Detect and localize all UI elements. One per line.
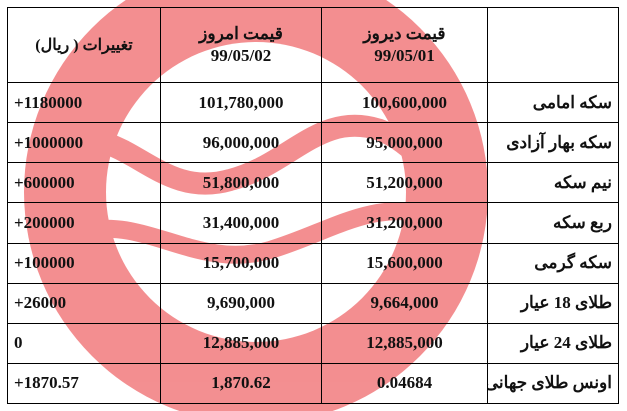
change-cell: +200000 [7,202,161,244]
table-row: +600000 51,800,000 51,200,000 نیم سکه [7,162,619,204]
name-cell: ربع سکه [487,202,619,244]
header-change: تغییرات ( ریال) [7,7,161,83]
yesterday-cell: 15,600,000 [321,242,488,284]
change-cell: +600000 [7,162,161,204]
table-row: +26000 9,690,000 9,664,000 طلای 18 عیار [7,282,619,324]
today-cell: 51,800,000 [160,162,322,204]
today-cell: 31,400,000 [160,202,322,244]
header-name [487,7,619,83]
change-cell: +1000000 [7,122,161,164]
today-cell: 12,885,000 [160,322,322,364]
table-row: +1000000 96,000,000 95,000,000 سکه بهار … [7,122,619,164]
gold-price-table: تغییرات ( ریال) قیمت امروز 99/05/02 قیمت… [7,7,619,405]
yesterday-cell: 9,664,000 [321,282,488,324]
yesterday-cell: 100,600,000 [321,81,488,124]
name-cell: سکه گرمی [487,242,619,284]
header-yesterday: قیمت دیروز 99/05/01 [321,7,488,83]
yesterday-cell: 51,200,000 [321,162,488,204]
today-cell: 15,700,000 [160,242,322,284]
name-cell: اونس طلای جهانی [487,362,619,405]
header-change-label: تغییرات ( ریال) [35,37,133,54]
yesterday-cell: 95,000,000 [321,122,488,164]
header-today: قیمت امروز 99/05/02 [160,7,322,83]
yesterday-cell: 0.04684 [321,362,488,405]
table-row: +100000 15,700,000 15,600,000 سکه گرمی [7,242,619,284]
today-cell: 1,870.62 [160,362,322,405]
table-header-row: تغییرات ( ریال) قیمت امروز 99/05/02 قیمت… [7,7,619,83]
change-cell: +1870.57 [7,362,161,405]
name-cell: سکه بهار آزادی [487,122,619,164]
header-yesterday-label: قیمت دیروز [363,24,446,43]
yesterday-cell: 12,885,000 [321,322,488,364]
yesterday-cell: 31,200,000 [321,202,488,244]
name-cell: نیم سکه [487,162,619,204]
table-row: +200000 31,400,000 31,200,000 ربع سکه [7,202,619,244]
today-cell: 9,690,000 [160,282,322,324]
header-today-date: 99/05/02 [210,46,272,65]
name-cell: طلای 18 عیار [487,282,619,324]
name-cell: سکه امامی [487,81,619,124]
table-row: +1870.57 1,870.62 0.04684 اونس طلای جهان… [7,362,619,405]
change-cell: +100000 [7,242,161,284]
header-today-label: قیمت امروز [199,24,283,43]
today-cell: 96,000,000 [160,122,322,164]
change-cell: +26000 [7,282,161,324]
today-cell: 101,780,000 [160,81,322,124]
table-row: 0 12,885,000 12,885,000 طلای 24 عیار [7,322,619,364]
name-cell: طلای 24 عیار [487,322,619,364]
change-cell: +1180000 [7,81,161,124]
table-row: +1180000 101,780,000 100,600,000 سکه اما… [7,81,619,124]
header-yesterday-date: 99/05/01 [374,46,435,65]
change-cell: 0 [7,322,161,364]
